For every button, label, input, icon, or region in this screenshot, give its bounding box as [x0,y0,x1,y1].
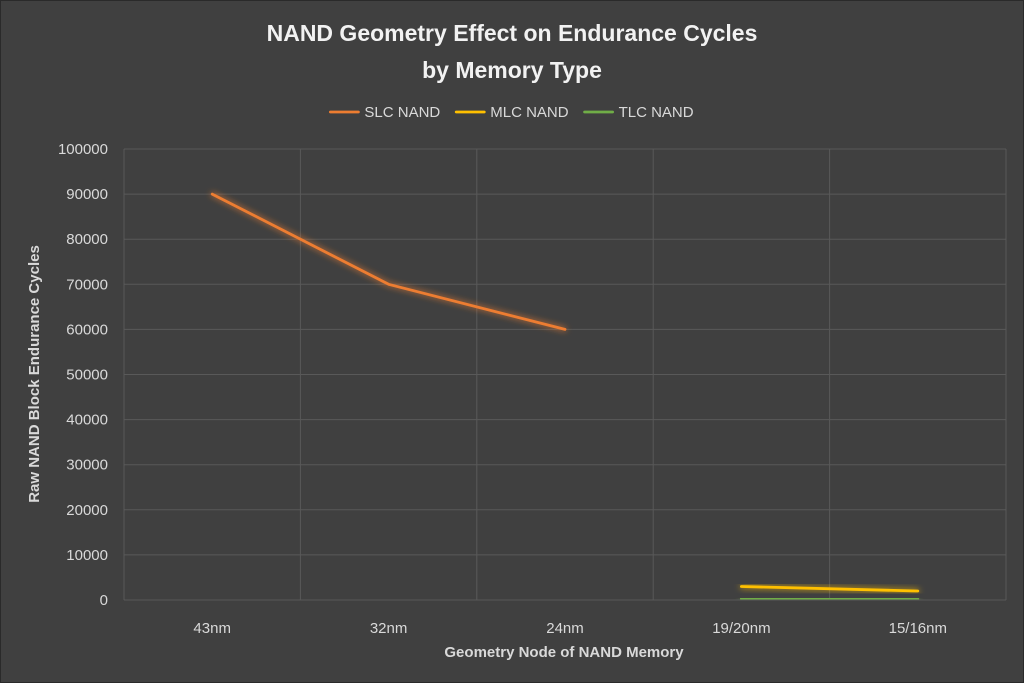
chart-title-line-1: NAND Geometry Effect on Endurance Cycles [267,20,758,46]
legend-label: MLC NAND [490,104,569,121]
y-tick-label: 100000 [58,141,108,158]
x-tick-label: 24nm [546,620,584,637]
legend-item: TLC NAND [585,104,694,121]
y-axis-ticks: 0 10000 20000 30000 40000 50000 60000 70000 8000… [58,141,108,609]
x-axis-title: Geometry Node of NAND Memory [444,644,684,661]
y-tick-label: 70000 [66,276,108,293]
line-chart: NAND Geometry Effect on Endurance Cycles… [1,1,1023,682]
chart-title-line-2: by Memory Type [422,57,602,83]
series-line-slc-nand [212,194,565,329]
legend-item: MLC NAND [456,104,569,121]
y-tick-label: 40000 [66,412,108,429]
legend-item: SLC NAND [330,104,440,121]
x-tick-label: 43nm [193,620,231,637]
x-tick-label: 15/16nm [889,620,947,637]
y-axis-title: Raw NAND Block Endurance Cycles [26,245,43,503]
chart-container: NAND Geometry Effect on Endurance Cycles… [0,0,1024,683]
series-lines [212,194,918,599]
y-tick-label: 60000 [66,321,108,338]
y-tick-label: 90000 [66,186,108,203]
y-tick-label: 80000 [66,231,108,248]
legend: SLC NAND MLC NAND TLC NAND [330,104,693,121]
y-tick-label: 0 [100,592,108,609]
x-axis-ticks: 43nm 32nm 24nm 19/20nm 15/16nm [193,620,947,637]
y-tick-label: 20000 [66,502,108,519]
y-tick-label: 30000 [66,457,108,474]
x-tick-label: 19/20nm [712,620,770,637]
legend-label: TLC NAND [619,104,694,121]
y-tick-label: 10000 [66,547,108,564]
x-tick-label: 32nm [370,620,408,637]
y-tick-label: 50000 [66,367,108,384]
legend-label: SLC NAND [364,104,440,121]
series-line-tlc-nand [741,599,917,600]
